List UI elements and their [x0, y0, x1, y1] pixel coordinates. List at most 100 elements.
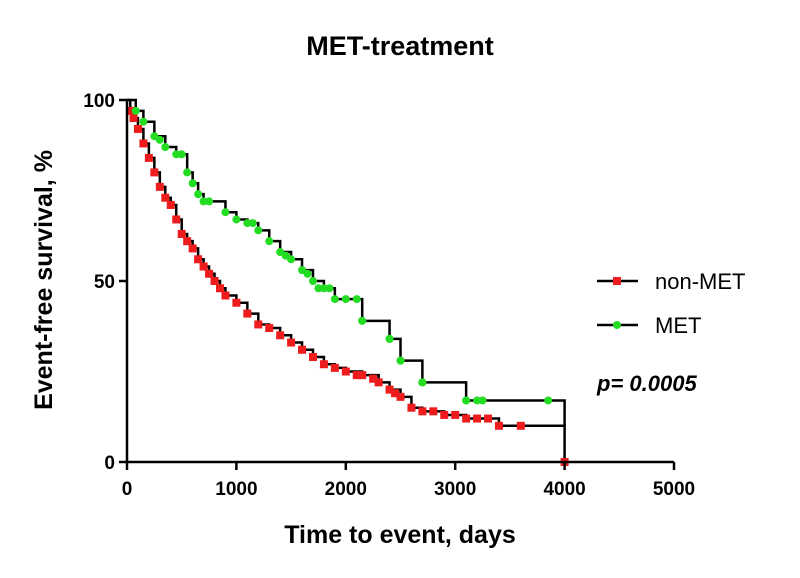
- y-axis-title: Event-free survival, %: [30, 150, 58, 410]
- legend: non-MET MET: [597, 269, 745, 338]
- censor-marker-non-met: [369, 374, 378, 383]
- event-marker-non-met: [194, 255, 203, 264]
- chart-title: MET-treatment: [306, 31, 494, 61]
- event-marker-non-met: [319, 360, 328, 369]
- y-tick-label: 50: [94, 272, 115, 293]
- axes: 0 1000 2000 3000 4000 5000 0 50 100: [83, 91, 695, 500]
- event-marker-non-met: [172, 215, 181, 224]
- x-axis-title: Time to event, days: [284, 521, 516, 549]
- x-tick-label: 5000: [653, 479, 695, 500]
- event-marker-met: [188, 179, 197, 188]
- event-marker-non-met: [407, 403, 416, 412]
- event-marker-non-met: [139, 139, 148, 148]
- survival-curve-non-met: [127, 98, 566, 462]
- censor-marker-met: [358, 316, 367, 325]
- event-marker-non-met: [166, 200, 175, 209]
- event-marker-met: [139, 117, 148, 126]
- event-marker-non-met: [232, 298, 241, 307]
- event-marker-met: [319, 284, 328, 293]
- event-marker-non-met: [199, 262, 208, 271]
- legend-label-met: MET: [655, 313, 701, 338]
- event-marker-non-met: [205, 269, 214, 278]
- censor-marker-met: [352, 295, 361, 304]
- censor-marker-non-met: [391, 389, 400, 398]
- event-marker-non-met: [418, 407, 427, 416]
- event-marker-met: [172, 150, 181, 159]
- event-marker-non-met: [254, 320, 263, 329]
- event-marker-non-met: [133, 124, 142, 133]
- y-tick-label: 100: [83, 91, 115, 112]
- event-marker-met: [183, 168, 192, 177]
- event-marker-non-met: [494, 421, 503, 430]
- event-marker-non-met: [396, 392, 405, 401]
- event-marker-met: [161, 143, 170, 152]
- event-marker-non-met: [155, 182, 164, 191]
- censor-marker-non-met: [484, 414, 493, 423]
- event-marker-met: [232, 215, 241, 224]
- event-marker-met: [199, 197, 208, 206]
- survival-curve-met: [127, 98, 566, 426]
- event-marker-non-met: [462, 414, 471, 423]
- censor-marker-met: [205, 197, 214, 206]
- event-marker-non-met: [243, 309, 252, 318]
- event-marker-non-met: [129, 114, 138, 123]
- p-value-annotation: p= 0.0005: [596, 371, 697, 396]
- censor-marker-met: [544, 396, 553, 405]
- censor-marker-non-met: [473, 414, 482, 423]
- event-marker-non-met: [183, 237, 192, 246]
- x-tick-label: 3000: [434, 479, 476, 500]
- event-marker-non-met: [374, 378, 383, 387]
- legend-item-met: MET: [597, 313, 701, 338]
- event-marker-non-met: [188, 244, 197, 253]
- event-marker-non-met: [265, 324, 274, 333]
- event-marker-met: [308, 277, 317, 285]
- censor-marker-met: [385, 334, 394, 343]
- censor-marker-met: [303, 269, 312, 278]
- event-marker-non-met: [330, 363, 339, 372]
- censor-marker-non-met: [429, 407, 438, 416]
- censor-marker-met: [314, 284, 323, 293]
- x-tick-label: 4000: [543, 479, 585, 500]
- series-non-met: [126, 98, 569, 466]
- event-marker-met: [254, 226, 263, 235]
- event-marker-non-met: [221, 291, 230, 300]
- censor-marker-met: [281, 251, 290, 260]
- event-marker-met: [221, 208, 230, 217]
- event-marker-non-met: [126, 106, 135, 115]
- event-marker-met: [265, 237, 274, 246]
- censor-marker-met: [325, 284, 334, 293]
- event-marker-non-met: [150, 168, 159, 177]
- censor-marker-met: [462, 396, 471, 405]
- y-tick-label: 0: [104, 453, 115, 474]
- censor-marker-met: [155, 135, 164, 144]
- x-tick-label: 2000: [325, 479, 367, 500]
- event-marker-non-met: [210, 277, 219, 285]
- event-marker-non-met: [358, 371, 367, 380]
- x-tick-label: 0: [122, 479, 133, 500]
- event-marker-met: [131, 106, 140, 115]
- event-marker-non-met: [298, 345, 307, 354]
- event-marker-non-met: [385, 385, 394, 394]
- censor-marker-non-met: [516, 421, 525, 430]
- event-marker-non-met: [161, 193, 170, 202]
- legend-label-non-met: non-MET: [655, 269, 745, 294]
- event-marker-non-met: [144, 153, 153, 162]
- event-marker-non-met: [308, 353, 317, 362]
- event-marker-non-met: [440, 410, 449, 419]
- event-marker-non-met: [341, 367, 350, 376]
- event-marker-non-met: [287, 338, 296, 347]
- event-marker-non-met: [276, 331, 285, 340]
- censor-marker-non-met: [451, 410, 460, 419]
- event-marker-met: [243, 219, 252, 228]
- event-marker-non-met: [177, 229, 186, 238]
- censor-marker-met: [341, 295, 350, 304]
- censor-marker-met: [248, 219, 257, 228]
- censor-marker-met: [473, 396, 482, 405]
- event-marker-met: [194, 190, 203, 199]
- plot-area: [126, 98, 569, 466]
- censor-marker-met: [418, 378, 427, 387]
- x-tick-label: 1000: [215, 479, 257, 500]
- censor-marker-met: [396, 356, 405, 365]
- event-marker-met: [330, 295, 339, 304]
